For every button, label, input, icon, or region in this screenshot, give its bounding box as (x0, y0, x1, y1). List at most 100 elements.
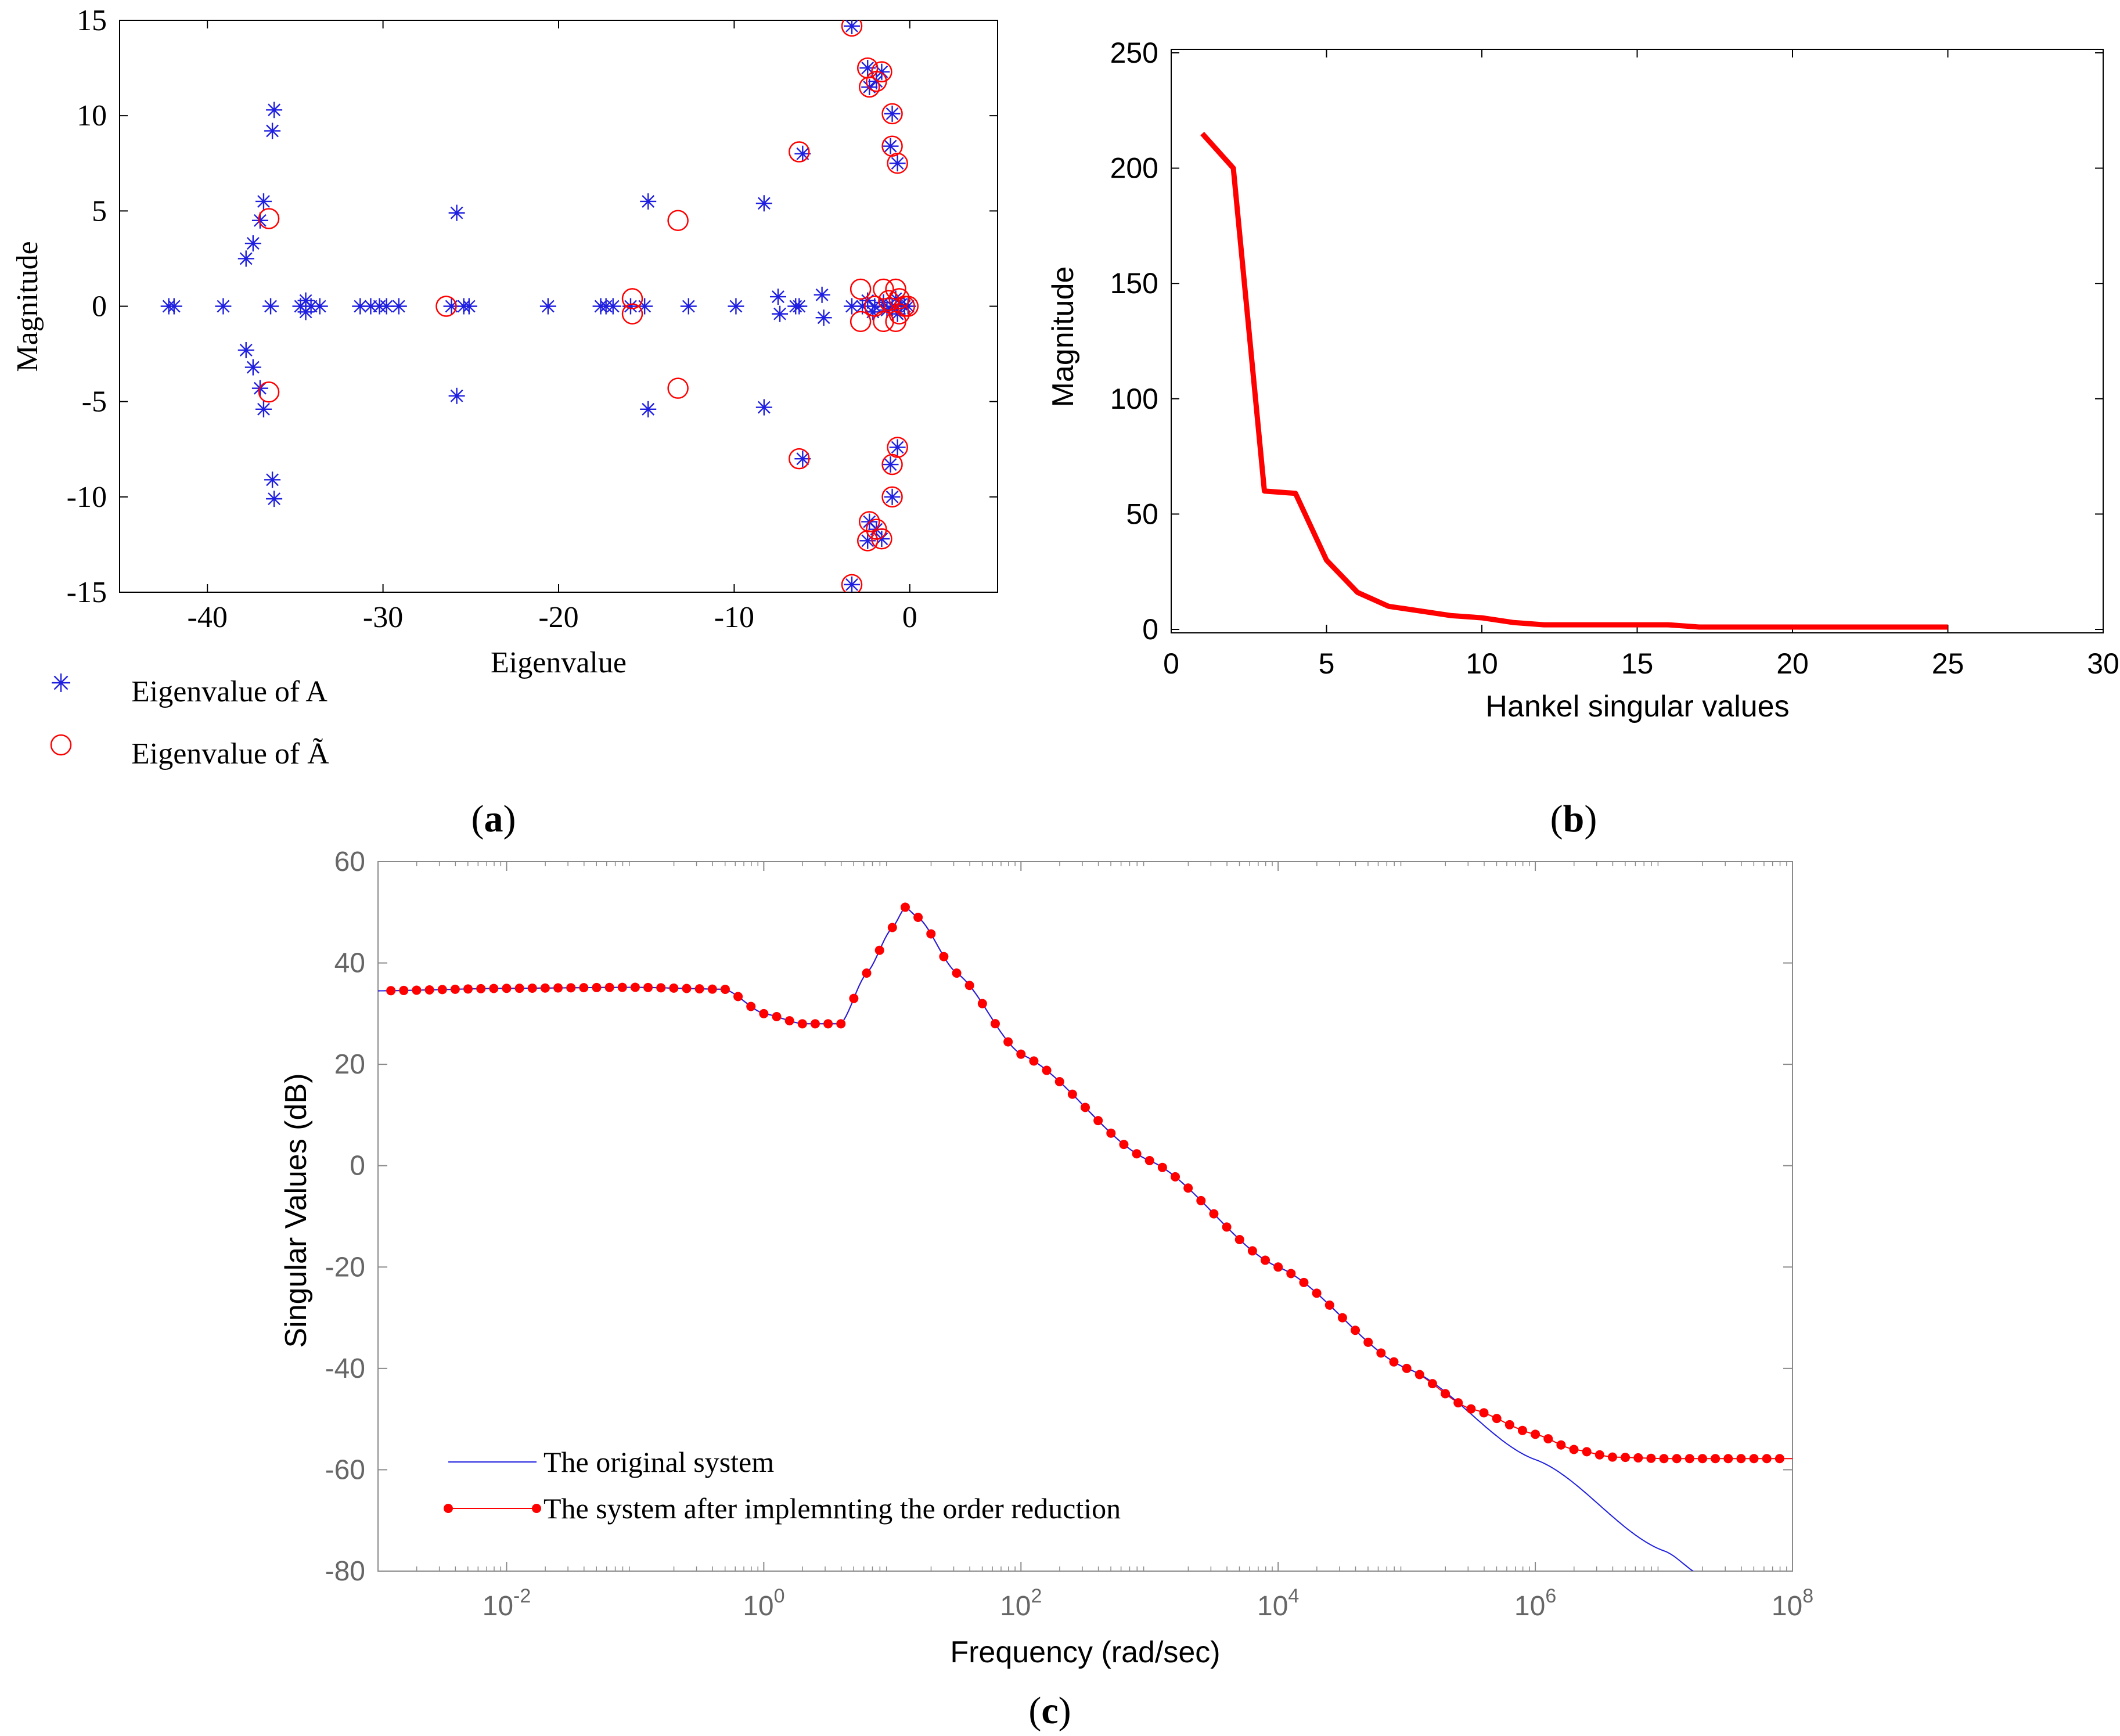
x-tick-exponent: 0 (774, 1585, 785, 1607)
reduced-system-point (1003, 1037, 1013, 1047)
reduced-system-point (1183, 1183, 1193, 1193)
eigenvalue-a-point (794, 451, 811, 467)
eigenvalue-a-tilde-point (866, 518, 887, 540)
asterisk-stroke (845, 20, 858, 33)
panel-b-chart: 0 5 10 15 20 25 30 0 50 100 150 200 250 Hankel singu… (1046, 37, 2119, 840)
reduced-system-point (489, 984, 499, 993)
reduced-system-line (378, 906, 1793, 1460)
y-tick-label: 0 (350, 1151, 365, 1182)
reduced-system-point (1762, 1454, 1772, 1464)
reduced-system-point (1659, 1454, 1669, 1464)
asterisk-stroke (845, 578, 858, 591)
asterisk-stroke (268, 492, 281, 506)
x-tick-label: 15 (1621, 647, 1654, 680)
reduced-system-point (1414, 1370, 1424, 1380)
y-tick-label: 5 (92, 195, 107, 228)
x-tick-exponent: 2 (1031, 1585, 1042, 1607)
panel-b-ylabel: Magnitude (1046, 266, 1080, 408)
asterisk-stroke (861, 62, 874, 75)
eigenvalue-a-tilde-point (881, 103, 903, 125)
eigenvalue-a-tilde-point (258, 381, 280, 403)
reduced-system-point (823, 1019, 833, 1029)
legend-dot-reduced-left (444, 1504, 453, 1513)
asterisk-stroke (392, 300, 405, 313)
reduced-system-point (952, 968, 962, 978)
reduced-system-point (1504, 1420, 1514, 1429)
x-tick-label: 108 (1772, 1585, 1813, 1622)
asterisk-stroke (239, 252, 253, 265)
asterisk-stroke (884, 458, 897, 471)
x-tick-base: 10 (1514, 1591, 1545, 1622)
asterisk-stroke (815, 288, 829, 301)
reduced-system-point (1556, 1440, 1566, 1450)
reduced-system-point (450, 984, 460, 994)
panel-b-ticks: 0 5 10 15 20 25 30 0 50 100 150 200 250 (1110, 37, 2119, 680)
reduced-system-point (1234, 1234, 1244, 1244)
x-tick-label: -20 (538, 601, 578, 634)
reduced-system-point (1222, 1222, 1232, 1232)
reduced-system-point (720, 984, 730, 994)
reduced-system-point (579, 983, 589, 993)
reduced-system-point (1389, 1357, 1399, 1367)
reduced-system-point (1042, 1065, 1052, 1075)
eigenvalue-a-tilde-point (858, 76, 880, 98)
reduced-system-point (424, 985, 434, 995)
x-tick-exponent: 8 (1802, 1585, 1813, 1607)
asterisk-stroke (257, 402, 270, 416)
eigenvalue-a-tilde-point (258, 208, 280, 229)
reduced-system-point (1453, 1398, 1463, 1408)
asterisk-stroke (901, 300, 915, 313)
x-tick-base: 10 (743, 1591, 773, 1622)
reduced-system-point (1633, 1453, 1643, 1463)
x-tick-label: 10-2 (483, 1585, 531, 1622)
y-tick-label: -15 (67, 576, 107, 609)
eigenvalue-a-tilde-point (789, 141, 810, 163)
eigenvalue-a-tilde-point (881, 135, 903, 157)
eigenvalue-a-point (311, 298, 328, 315)
panel-a-chart: -40 -30 -20 -10 0 -15 -10 -5 0 5 10 15 Eigenvalue M… (11, 4, 998, 840)
asterisk-stroke (450, 206, 463, 219)
legend-entry-reduced-system: The system after implemnting the order r… (544, 1492, 1121, 1525)
asterisk-stroke (541, 300, 555, 313)
x-tick-base: 10 (1257, 1591, 1288, 1622)
asterisk-stroke (682, 300, 695, 313)
eigenvalue-a-tilde-point (888, 303, 910, 325)
y-tick-label: -5 (82, 386, 107, 419)
eigenvalue-a-tilde-point (841, 574, 863, 592)
eigenvalue-a-point (728, 298, 744, 315)
reduced-system-point (1196, 1195, 1206, 1205)
reduced-system-point (1646, 1453, 1656, 1463)
reduced-system-point (733, 992, 743, 1002)
reduced-system-point (1363, 1337, 1373, 1347)
x-tick-label: 0 (902, 601, 917, 634)
reduced-system-point (1672, 1454, 1682, 1464)
x-tick-label: 100 (743, 1585, 784, 1622)
reduced-system-point (514, 984, 524, 993)
y-tick-label: -60 (325, 1454, 365, 1485)
reduced-system-point (926, 929, 936, 939)
legend-entry-original-system: The original system (544, 1446, 774, 1478)
asterisk-stroke (246, 237, 260, 250)
reduced-system-point (1441, 1389, 1450, 1399)
eigenvalue-a-tilde-point (850, 311, 872, 333)
eigenvalue-a-tilde-point (881, 486, 903, 508)
eigenvalue-a-point (390, 298, 407, 315)
eigenvalue-a-tilde-point (667, 210, 689, 231)
asterisk-stroke (239, 344, 253, 356)
asterisk-stroke (796, 147, 809, 160)
asterisk-stroke (313, 300, 326, 313)
reduced-system-point (900, 902, 910, 912)
legend-entry-eigenvalue-a: Eigenvalue of A (131, 675, 327, 708)
reduced-system-point (1132, 1149, 1142, 1159)
reduced-system-point (1016, 1049, 1026, 1059)
reduced-system-point (566, 983, 576, 993)
reduced-system-point (1607, 1452, 1617, 1462)
eigenvalue-a-tilde-point (881, 453, 903, 476)
eigenvalue-a-point (889, 155, 906, 172)
reduced-system-point (656, 983, 666, 993)
reduced-system-point (1171, 1172, 1180, 1182)
reduced-system-point (746, 1002, 756, 1011)
eigenvalue-a-tilde-point (858, 511, 880, 532)
reduced-system-point (399, 985, 409, 995)
